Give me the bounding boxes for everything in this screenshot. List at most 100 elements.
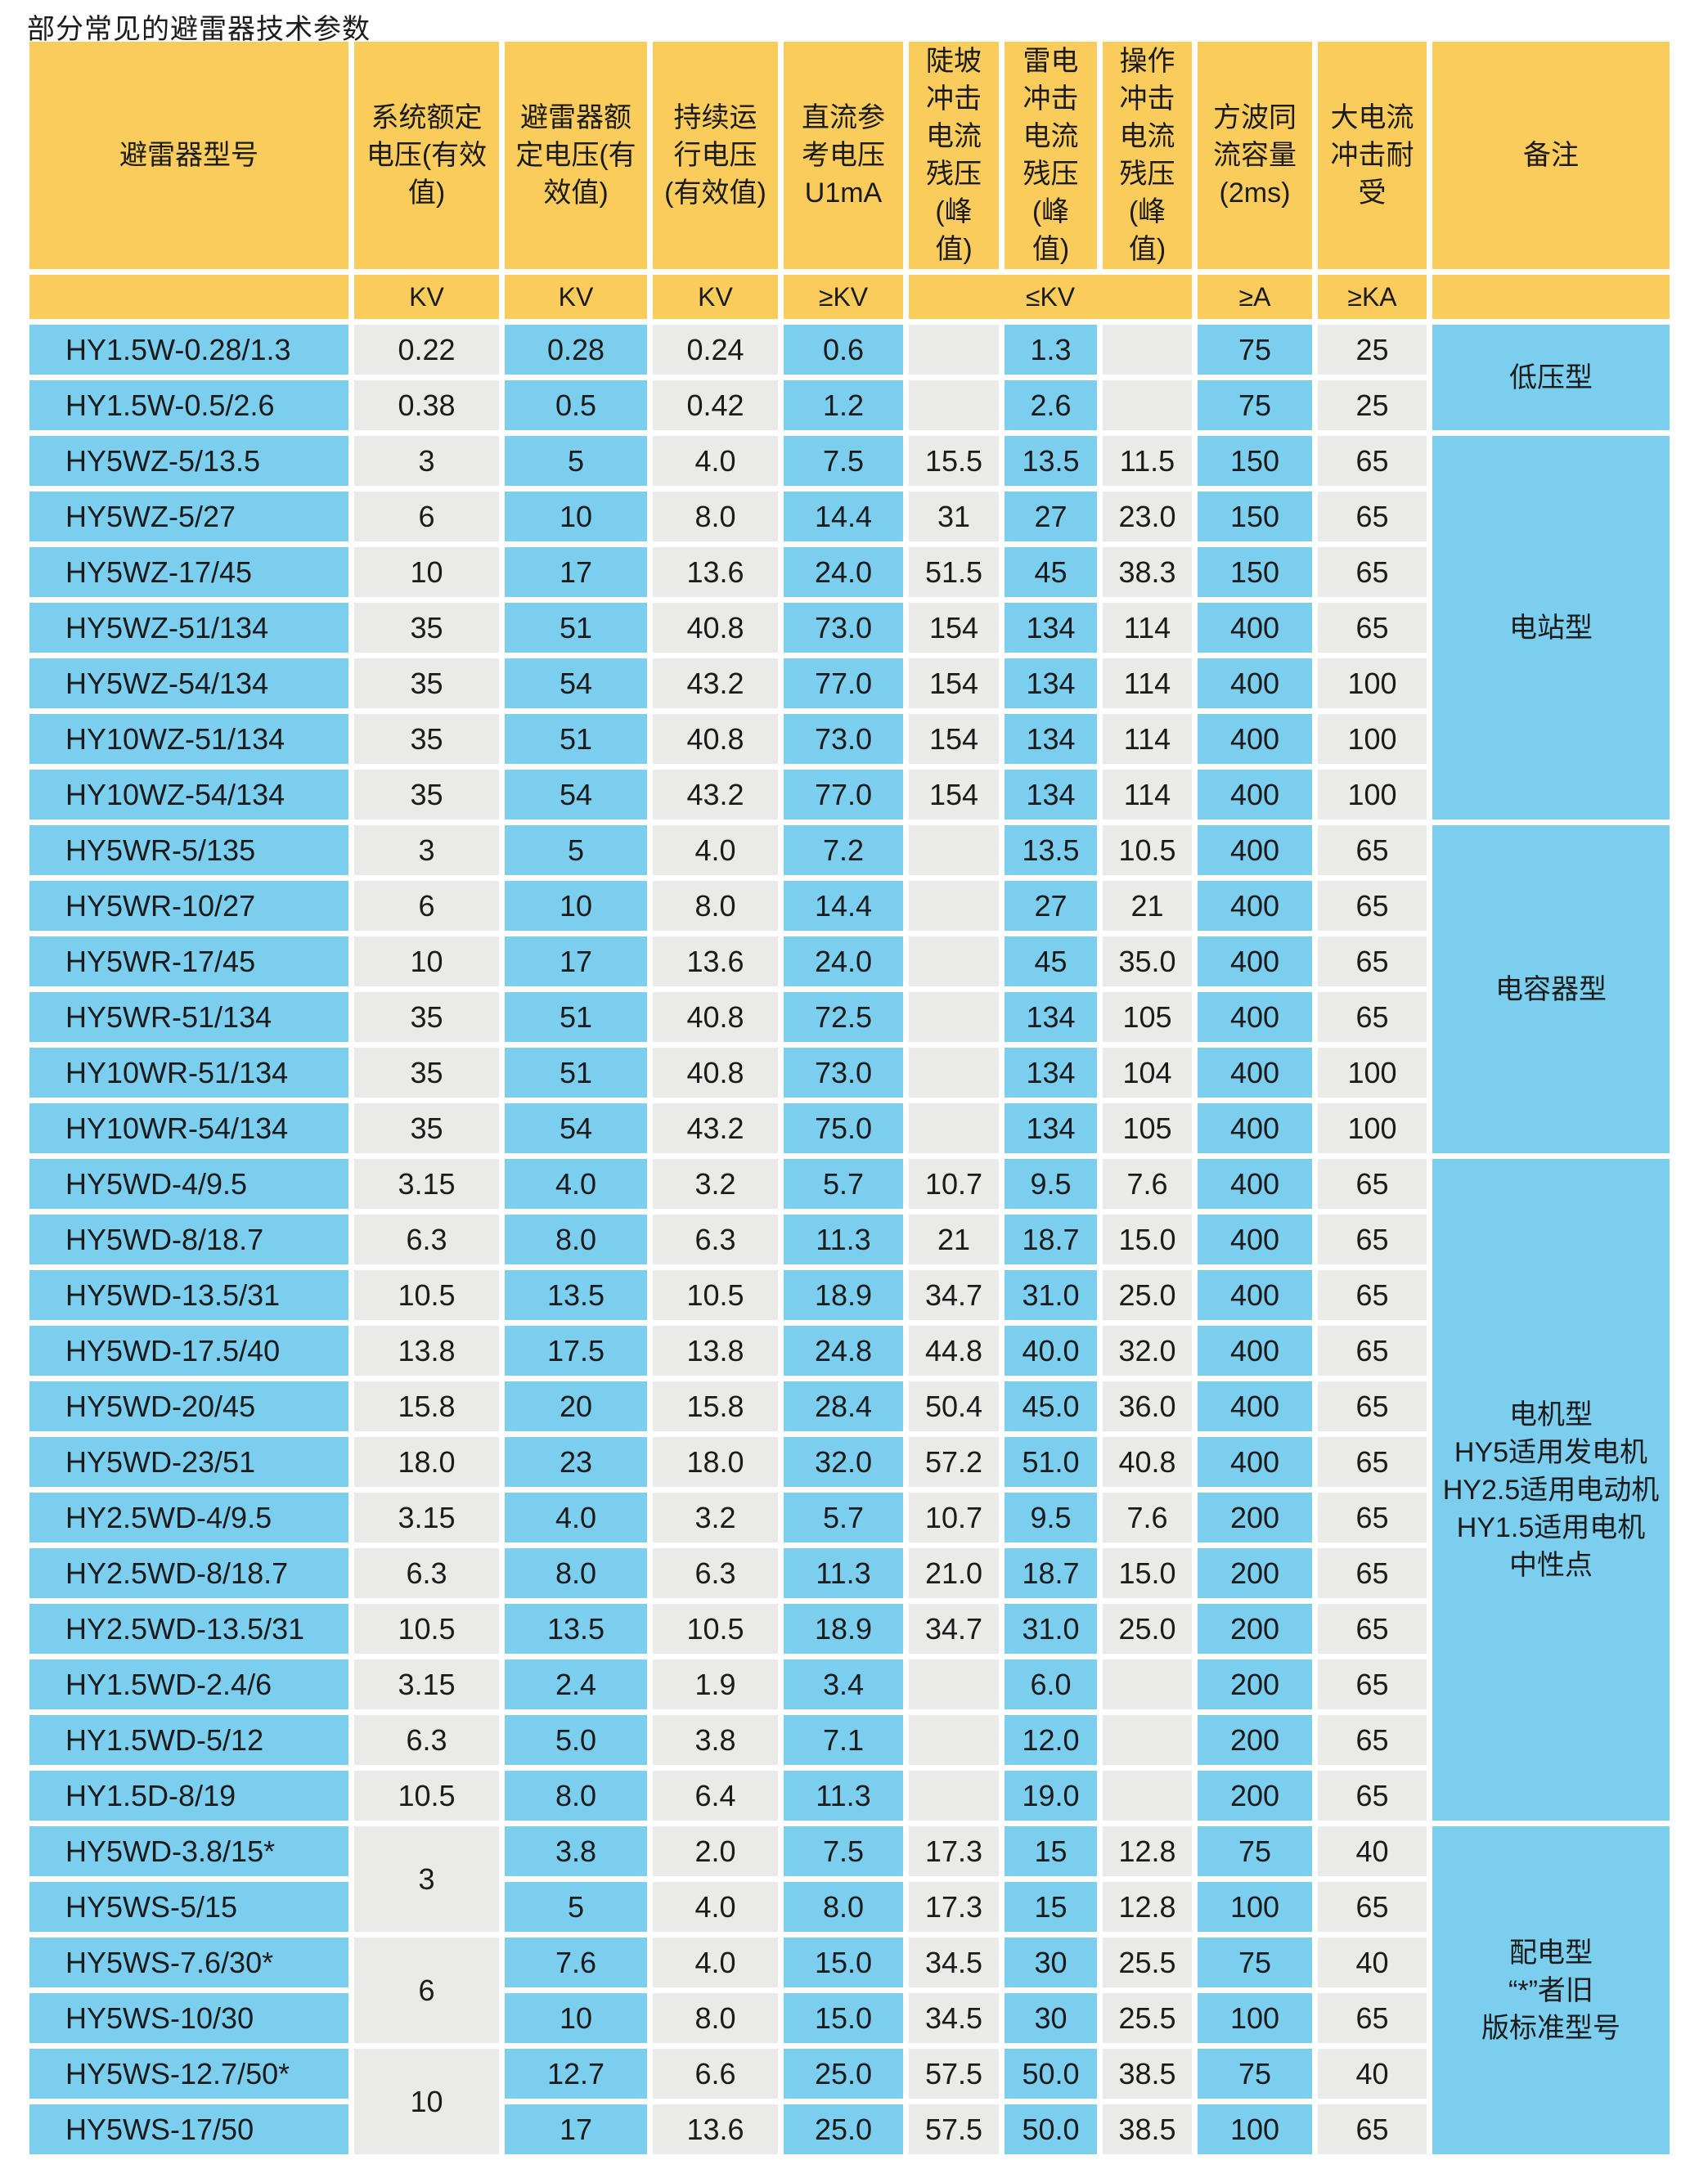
value-cell: 4.0	[653, 1938, 778, 1987]
value-cell: 12.8	[1103, 1826, 1192, 1876]
table-row: HY5WS-7.6/30* 6 7.6 4.0 15.0 34.5 30 25.5 75 40	[29, 1938, 1670, 2043]
system-voltage-cell: 35	[354, 714, 499, 764]
value-cell: 40.0	[1005, 1326, 1097, 1376]
value-cell: 34.7	[909, 1270, 999, 1320]
remark-line: 版标准型号	[1481, 2012, 1620, 2044]
column-header-model: 避雷器型号	[29, 42, 348, 269]
page-title: 部分常见的避雷器技术参数	[27, 14, 371, 45]
value-cell: 24.0	[784, 547, 903, 597]
value-cell: 7.5	[784, 1826, 903, 1876]
value-cell: 2.6	[1005, 380, 1097, 430]
value-cell: 25.0	[1103, 1604, 1192, 1654]
value-cell	[1103, 325, 1192, 375]
model-cell: HY5WD-23/51	[29, 1437, 348, 1487]
value-cell	[1103, 1659, 1192, 1709]
value-cell	[909, 1715, 999, 1765]
value-cell: 25.0	[784, 2049, 903, 2099]
value-cell: 400	[1198, 603, 1312, 653]
value-cell: 400	[1198, 1103, 1312, 1153]
value-cell: 134	[1005, 770, 1097, 820]
value-cell: 45	[1005, 936, 1097, 986]
model-cell: HY5WZ-5/27	[29, 492, 348, 541]
value-cell: 65	[1318, 547, 1427, 597]
header-row: 避雷器型号 系统额定电压(有效值) 避雷器额定电压(有效值) 持续运行电压(有效…	[29, 42, 1670, 269]
value-cell: 154	[909, 658, 999, 708]
value-cell: 114	[1103, 658, 1192, 708]
table-row: HY10WZ-54/134 35 54 43.2 77.0 154 134 114 400 100	[29, 770, 1670, 820]
value-cell: 154	[909, 770, 999, 820]
value-cell: 25	[1318, 380, 1427, 430]
remark-line: 配电型	[1509, 1937, 1593, 1969]
value-cell: 36.0	[1103, 1381, 1192, 1431]
value-cell: 17.3	[909, 1882, 999, 1932]
value-cell	[909, 936, 999, 986]
value-cell: 75	[1198, 1826, 1312, 1876]
value-cell: 2.4	[505, 1659, 647, 1709]
value-cell: 25.0	[1103, 1270, 1192, 1320]
remark-line: 电站型	[1509, 612, 1593, 644]
value-cell: 15.0	[784, 1938, 903, 1987]
value-cell: 4.0	[505, 1493, 647, 1543]
value-cell: 100	[1198, 1882, 1312, 1932]
value-cell: 75	[1198, 325, 1312, 375]
remark-line: 电机型	[1509, 1399, 1593, 1430]
value-cell: 32.0	[784, 1437, 903, 1487]
value-cell: 65	[1318, 492, 1427, 541]
value-cell: 12.7	[505, 2049, 647, 2099]
value-cell: 65	[1318, 603, 1427, 653]
value-cell: 8.0	[505, 1548, 647, 1598]
system-voltage-cell: 3	[354, 825, 499, 875]
table-row: HY5WD-17.5/40 13.8 17.5 13.8 24.8 44.8 40.0 32.…	[29, 1326, 1670, 1376]
value-cell: 51	[505, 992, 647, 1042]
value-cell: 400	[1198, 825, 1312, 875]
table-row: HY5WD-8/18.7 6.3 8.0 6.3 11.3 21 18.7 15.0 400 65	[29, 1215, 1670, 1264]
value-cell: 44.8	[909, 1326, 999, 1376]
model-cell: HY5WR-5/135	[29, 825, 348, 875]
value-cell: 200	[1198, 1659, 1312, 1709]
value-cell: 100	[1198, 1993, 1312, 2043]
value-cell: 13.6	[653, 547, 778, 597]
value-cell: 65	[1318, 1215, 1427, 1264]
arrester-parameters-table: 避雷器型号 系统额定电压(有效值) 避雷器额定电压(有效值) 持续运行电压(有效…	[24, 36, 1675, 2160]
table-row: HY1.5WD-2.4/6 3.15 2.4 1.9 3.4 6.0 200 65	[29, 1659, 1670, 1709]
column-header-dc-reference: 直流参考电压U1mA	[784, 42, 903, 269]
value-cell	[1103, 1771, 1192, 1821]
value-cell: 34.5	[909, 1993, 999, 2043]
column-header-continuous-voltage: 持续运行电压(有效值)	[653, 42, 778, 269]
value-cell: 200	[1198, 1771, 1312, 1821]
model-cell: HY2.5WD-8/18.7	[29, 1548, 348, 1598]
value-cell: 0.42	[653, 380, 778, 430]
value-cell: 400	[1198, 770, 1312, 820]
value-cell: 75	[1198, 380, 1312, 430]
system-voltage-cell: 35	[354, 603, 499, 653]
system-voltage-cell: 6.3	[354, 1548, 499, 1598]
value-cell: 10	[505, 1993, 647, 2043]
value-cell: 6.3	[653, 1548, 778, 1598]
value-cell: 11.3	[784, 1215, 903, 1264]
table-row: HY10WR-54/134 35 54 43.2 75.0 134 105 400 100	[29, 1103, 1670, 1153]
remark-line: HY2.5适用电动机	[1442, 1474, 1660, 1506]
value-cell	[909, 1771, 999, 1821]
value-cell: 6.4	[653, 1771, 778, 1821]
value-cell: 51	[505, 1048, 647, 1098]
value-cell: 19.0	[1005, 1771, 1097, 1821]
value-cell: 27	[1005, 492, 1097, 541]
value-cell: 17.3	[909, 1826, 999, 1876]
value-cell: 1.3	[1005, 325, 1097, 375]
value-cell: 57.2	[909, 1437, 999, 1487]
value-cell	[909, 1659, 999, 1709]
system-voltage-cell: 13.8	[354, 1326, 499, 1376]
value-cell: 75.0	[784, 1103, 903, 1153]
remark-cell: 电机型 HY5适用发电机 HY2.5适用电动机 HY1.5适用电机 中性点	[1432, 1159, 1670, 1821]
value-cell: 13.6	[653, 936, 778, 986]
model-cell: HY10WR-54/134	[29, 1103, 348, 1153]
value-cell: 13.6	[653, 2104, 778, 2154]
value-cell: 25.5	[1103, 1938, 1192, 1987]
value-cell: 150	[1198, 436, 1312, 486]
value-cell: 3.8	[653, 1715, 778, 1765]
value-cell: 30	[1005, 1993, 1097, 2043]
value-cell: 73.0	[784, 1048, 903, 1098]
value-cell: 65	[1318, 1715, 1427, 1765]
value-cell: 65	[1318, 1381, 1427, 1431]
model-cell: HY5WS-7.6/30*	[29, 1938, 348, 1987]
